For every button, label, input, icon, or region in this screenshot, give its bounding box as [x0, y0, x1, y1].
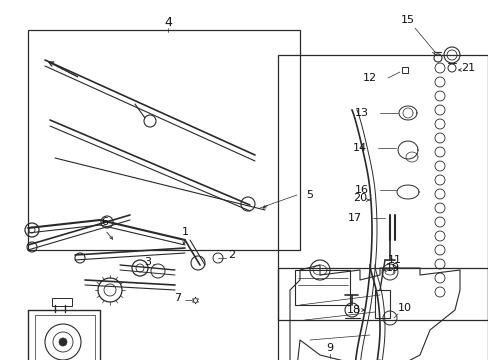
- Bar: [294, 270, 349, 305]
- Text: 7: 7: [174, 293, 181, 303]
- Text: 17: 17: [347, 213, 361, 223]
- Text: 1: 1: [181, 227, 188, 237]
- Text: 2: 2: [228, 250, 235, 260]
- Bar: [28, 30, 299, 250]
- Bar: [278, 55, 487, 320]
- Text: 9: 9: [326, 343, 333, 353]
- Circle shape: [59, 338, 67, 346]
- Text: 21: 21: [460, 63, 474, 73]
- Text: 16: 16: [354, 185, 368, 195]
- Text: 14: 14: [352, 143, 366, 153]
- Text: 20: 20: [352, 193, 366, 203]
- Text: 10: 10: [397, 303, 411, 313]
- Bar: [374, 290, 389, 318]
- Text: 3: 3: [144, 257, 151, 267]
- Text: 15: 15: [400, 15, 414, 25]
- Text: 12: 12: [362, 73, 376, 83]
- Text: 5: 5: [306, 190, 313, 200]
- Text: 13: 13: [354, 108, 368, 118]
- Bar: [52, 298, 72, 306]
- Bar: [278, 268, 487, 360]
- Text: 19: 19: [385, 263, 399, 273]
- Text: 6: 6: [102, 217, 108, 227]
- Text: 11: 11: [387, 255, 401, 265]
- Text: 18: 18: [346, 305, 360, 315]
- Text: 4: 4: [164, 15, 172, 28]
